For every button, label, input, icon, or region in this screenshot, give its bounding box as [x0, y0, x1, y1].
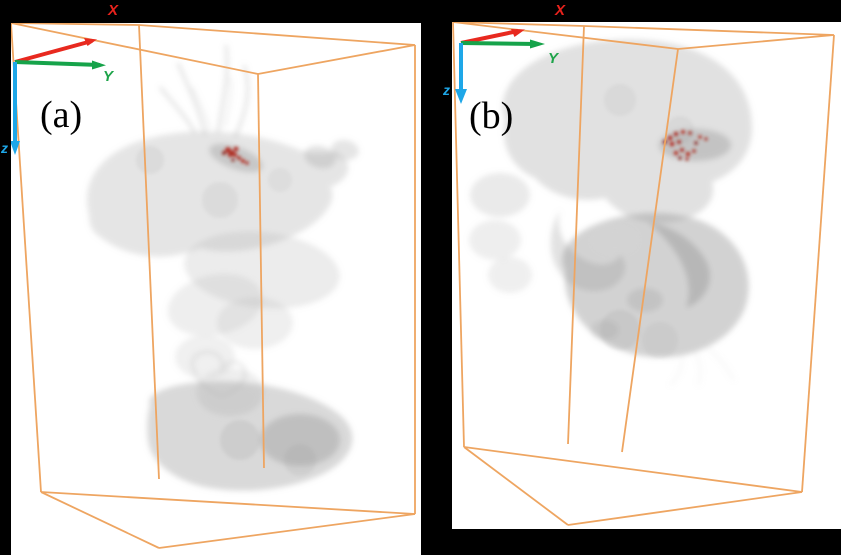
svg-text:Y: Y — [103, 68, 115, 85]
svg-text:z: z — [0, 140, 8, 156]
svg-text:(a): (a) — [40, 94, 82, 136]
svg-text:X: X — [554, 2, 566, 19]
svg-text:z: z — [442, 82, 450, 98]
svg-text:(b): (b) — [469, 95, 513, 137]
svg-text:X: X — [107, 2, 119, 19]
